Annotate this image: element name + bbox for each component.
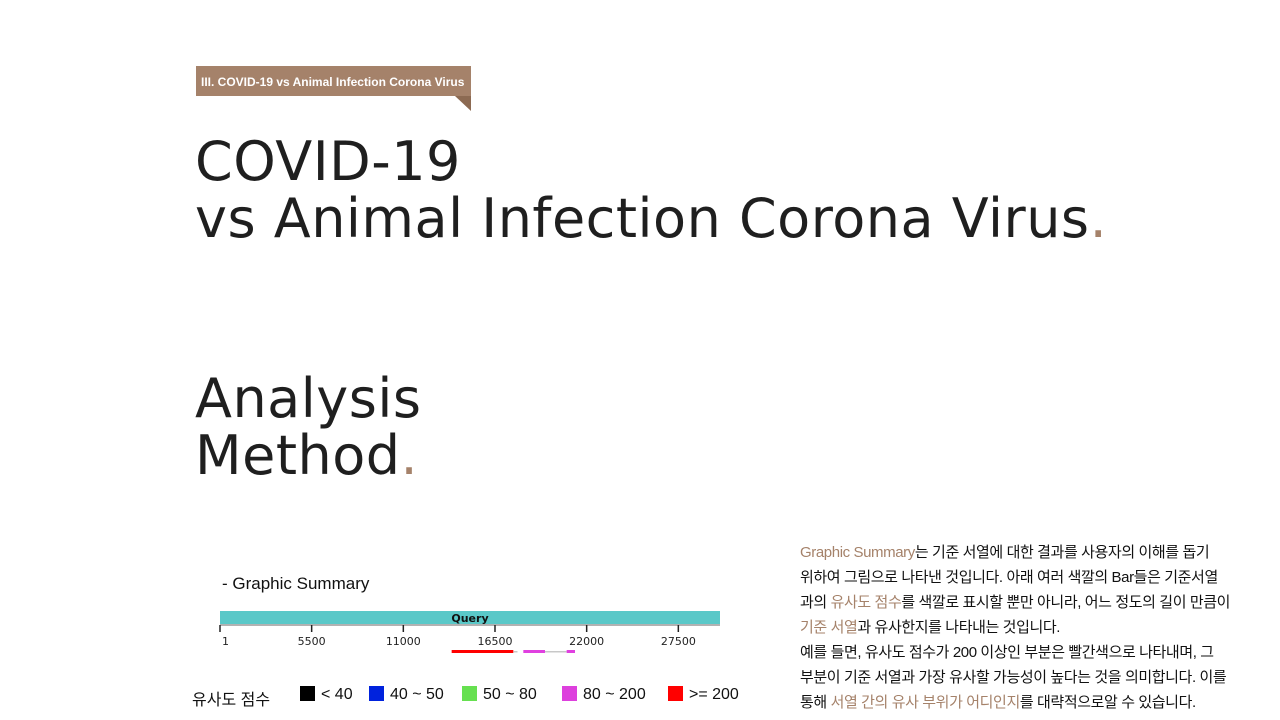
legend-item-80-200: 80 ~ 200 xyxy=(562,686,646,704)
legend-item-40-50: 40 ~ 50 xyxy=(369,686,444,704)
axis-ticks: 1 5500 11000 16500 22000 27500 xyxy=(219,625,696,648)
axis-tick-label: 27500 xyxy=(661,635,696,648)
page-title-line2: vs Animal Infection Corona Virus xyxy=(195,187,1090,250)
section-title-line2: Method xyxy=(195,424,401,487)
highlight-term: Graphic Summary xyxy=(800,544,915,561)
legend-swatch-magenta xyxy=(562,686,577,701)
legend-swatch-black xyxy=(300,686,315,701)
axis-tick-label: 5500 xyxy=(298,635,326,648)
section-tag: III. COVID-19 vs Animal Infection Corona… xyxy=(196,66,471,96)
section-tag-fold xyxy=(455,96,471,111)
legend-label: >= 200 xyxy=(689,686,739,703)
legend-title: 유사도 점수 xyxy=(192,692,271,709)
section-title-dot: . xyxy=(400,424,419,487)
legend-item-lt40: < 40 xyxy=(300,686,353,704)
legend-swatch-red xyxy=(668,686,683,701)
description-fragment: 를 대략적으로알 수 있습니다. xyxy=(1019,694,1196,711)
page-title-dot: . xyxy=(1089,187,1108,250)
graphic-summary-label: - Graphic Summary xyxy=(222,574,370,593)
legend-item-gte200: >= 200 xyxy=(668,686,739,704)
legend-label: < 40 xyxy=(321,686,353,703)
legend-label: 80 ~ 200 xyxy=(583,686,646,703)
hit-gap-line xyxy=(544,651,567,653)
description-text: Graphic Summary는 기준 서열에 대한 결과를 사용자의 이해를 … xyxy=(800,540,1280,715)
legend-swatch-green xyxy=(462,686,477,701)
description-fragment: 를 색깔로 표시할 뿐만 아니라, 어느 정도의 길이 만큼이 xyxy=(901,594,1231,611)
page-title: COVID-19 vs Animal Infection Corona Viru… xyxy=(195,133,1107,247)
axis-tick-label: 11000 xyxy=(386,635,421,648)
legend-swatch-blue xyxy=(369,686,384,701)
description-line: 부분이 기준 서열과 가장 유사할 가능성이 높다는 것을 의미합니다. 이를 xyxy=(800,669,1227,686)
description-line: 예를 들면, 유사도 점수가 200 이상인 부분은 빨간색으로 나타내며, 그 xyxy=(800,644,1214,661)
description-fragment: 과의 xyxy=(800,594,831,611)
description-line: 위하여 그림으로 나타낸 것입니다. 아래 여러 색깔의 Bar들은 기준서열 xyxy=(800,569,1218,586)
description-line: 과의 유사도 점수를 색깔로 표시할 뿐만 아니라, 어느 정도의 길이 만큼이 xyxy=(800,590,1280,615)
page-title-line1: COVID-19 xyxy=(195,130,461,193)
axis-tick-label: 16500 xyxy=(477,635,512,648)
description-fragment: 과 유사한지를 나타내는 것입니다. xyxy=(857,619,1061,636)
legend-label: 40 ~ 50 xyxy=(390,686,444,703)
legend-item-50-80: 50 ~ 80 xyxy=(462,686,537,704)
highlight-term: 기준 서열 xyxy=(800,619,858,636)
legend-label: 50 ~ 80 xyxy=(483,686,537,703)
hit-bar xyxy=(566,650,575,653)
section-title: Analysis Method. xyxy=(195,370,422,484)
axis-tick-label: 1 xyxy=(222,635,229,648)
highlight-term: 유사도 점수 xyxy=(830,594,902,611)
description-fragment: 는 기준 서열에 대한 결과를 사용자의 이해를 돕기 xyxy=(914,544,1210,561)
section-title-line1: Analysis xyxy=(195,367,422,430)
axis-tick-label: 22000 xyxy=(569,635,604,648)
highlight-term: 서열 간의 유사 부위가 어디인지 xyxy=(830,694,1021,711)
graphic-summary-chart: Query 1 5500 11000 16500 22000 27500 xyxy=(219,611,720,653)
description-fragment: 통해 xyxy=(800,694,831,711)
query-bar xyxy=(220,611,720,624)
hit-bar xyxy=(451,650,514,653)
hit-bar xyxy=(523,650,545,653)
description-line: 통해 서열 간의 유사 부위가 어디인지를 대략적으로알 수 있습니다. xyxy=(800,690,1280,715)
description-line: 기준 서열과 유사한지를 나타내는 것입니다. xyxy=(800,615,1280,640)
description-line: Graphic Summary는 기준 서열에 대한 결과를 사용자의 이해를 … xyxy=(800,540,1280,565)
query-label: Query xyxy=(451,612,488,625)
hit-gap-line xyxy=(513,651,518,653)
section-tag-label: III. COVID-19 vs Animal Infection Corona… xyxy=(201,75,465,89)
hit-bars xyxy=(451,650,575,653)
